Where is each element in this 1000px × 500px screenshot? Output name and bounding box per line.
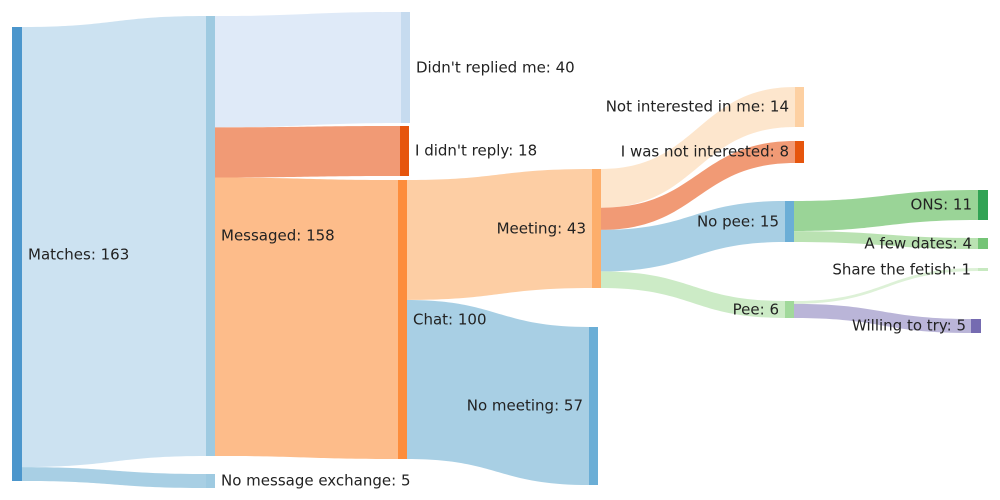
sankey-link-chat-meeting: [407, 169, 592, 300]
sankey-node-i_didnt_reply: [400, 126, 409, 176]
sankey-nodes: [12, 12, 988, 488]
sankey-link-meeting-i_not_interested: [601, 141, 795, 230]
sankey-label-i_not_interested: I was not interested: 8: [621, 143, 789, 161]
sankey-node-no_meeting: [589, 327, 598, 485]
sankey-label-i_didnt_reply: I didn't reply: 18: [415, 142, 537, 160]
sankey-node-messaged: [206, 16, 215, 456]
sankey-link-matches-messaged: [22, 16, 206, 468]
sankey-node-didnt_reply_me: [401, 12, 410, 123]
sankey-link-messaged-didnt_reply_me: [215, 12, 401, 128]
sankey-node-share_fetish: [978, 268, 988, 271]
sankey-label-not_interested_me: Not interested in me: 14: [606, 98, 789, 116]
sankey-node-no_pee: [785, 201, 794, 242]
sankey-node-willing: [971, 319, 981, 333]
sankey-label-share_fetish: Share the fetish: 1: [832, 261, 971, 279]
sankey-label-willing: Willing to try: 5: [852, 317, 966, 335]
sankey-node-ons: [978, 190, 988, 220]
sankey-node-meeting: [592, 169, 601, 288]
sankey-link-meeting-not_interested_me: [601, 87, 795, 208]
sankey-link-pee-share_fetish: [794, 268, 978, 304]
sankey-label-ons: ONS: 11: [911, 196, 972, 214]
sankey-label-pee: Pee: 6: [733, 301, 779, 319]
sankey-label-few_dates: A few dates: 4: [864, 235, 972, 253]
sankey-label-messaged: Messaged: 158: [221, 227, 335, 245]
sankey-label-no_exchange: No message exchange: 5: [221, 472, 411, 490]
sankey-link-meeting-no_pee: [601, 201, 785, 272]
sankey-label-no_pee: No pee: 15: [697, 213, 779, 231]
sankey-label-matches: Matches: 163: [28, 246, 129, 264]
sankey-node-chat: [398, 180, 407, 459]
sankey-node-pee: [785, 301, 794, 318]
sankey-label-chat: Chat: 100: [413, 311, 487, 329]
sankey-node-matches: [12, 27, 22, 481]
sankey-node-not_interested_me: [795, 87, 804, 127]
sankey-link-no_pee-ons: [794, 190, 978, 232]
sankey-link-pee-willing: [794, 303, 971, 333]
sankey-node-i_not_interested: [795, 141, 804, 163]
sankey-node-few_dates: [978, 238, 988, 249]
sankey-link-meeting-pee: [601, 271, 785, 318]
sankey-link-messaged-chat: [215, 177, 398, 459]
sankey-link-matches-no_exchange: [22, 467, 206, 488]
sankey-link-chat-no_meeting: [407, 299, 589, 485]
sankey-labels: Matches: 163 Messaged: 158 No message exch…: [28, 59, 972, 490]
sankey-links: [22, 12, 978, 488]
sankey-link-no_pee-few_dates: [794, 231, 978, 249]
sankey-label-meeting: Meeting: 43: [497, 220, 586, 238]
sankey-node-no_exchange: [206, 474, 215, 488]
sankey-link-messaged-i_didnt_reply: [215, 126, 400, 178]
sankey-label-no_meeting: No meeting: 57: [467, 397, 583, 415]
sankey-label-didnt_reply_me: Didn't replied me: 40: [416, 59, 575, 77]
